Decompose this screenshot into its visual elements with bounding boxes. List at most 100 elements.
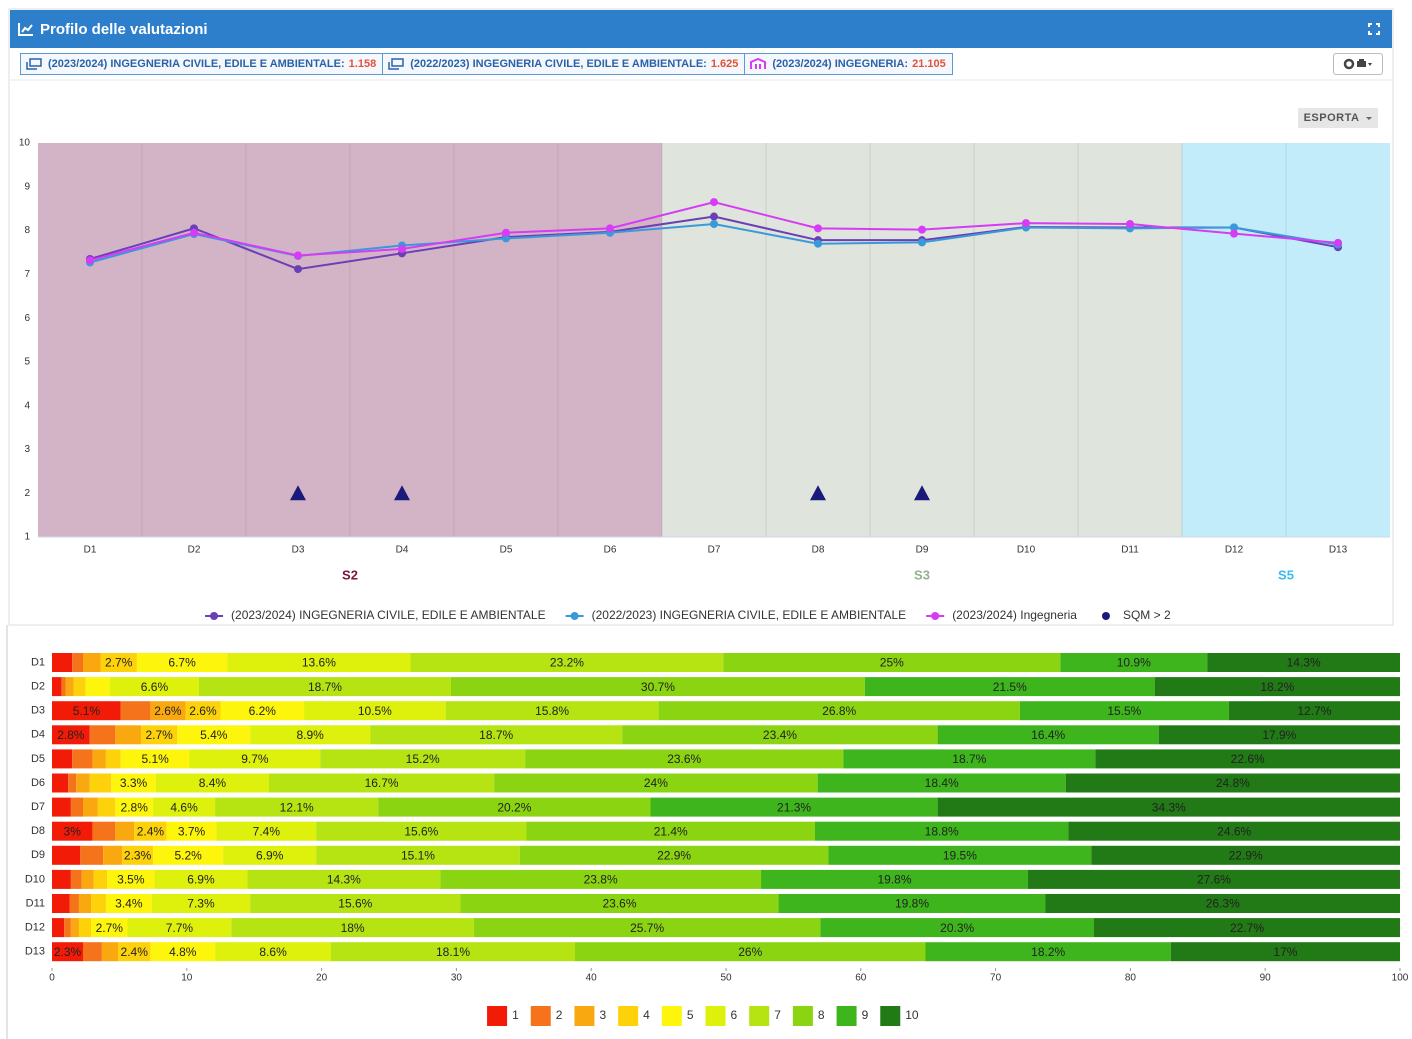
x-tick-label: D11 xyxy=(1121,545,1139,556)
bar-segment xyxy=(1154,677,1400,697)
export-button[interactable]: ESPORTA xyxy=(1298,108,1378,128)
value-label: 26.8% xyxy=(822,704,856,718)
bar-segment xyxy=(153,845,224,865)
y-tick-label: 5 xyxy=(24,357,30,368)
value-label: 2.7% xyxy=(105,656,133,670)
bar-segment xyxy=(105,749,121,769)
value-label: 23.4% xyxy=(763,728,797,742)
legend: 1 2 3 4 5 6 7 8 9 10 xyxy=(487,1006,919,1026)
bar-segment xyxy=(111,773,156,793)
bar-segment xyxy=(52,677,62,697)
tag-label: (2023/2024) INGEGNERIA CIVILE, EDILE E A… xyxy=(48,58,345,70)
series-point xyxy=(1022,219,1030,228)
value-label: 22.6% xyxy=(1231,752,1265,766)
value-label: 18.2% xyxy=(1031,945,1065,959)
filter-tag[interactable]: (2023/2024) INGEGNERIA CIVILE, EDILE E A… xyxy=(20,53,384,75)
row-label: D10 xyxy=(25,873,45,885)
bar-segment xyxy=(97,797,116,817)
bar-segment xyxy=(820,918,1095,938)
bar-segment xyxy=(85,677,110,697)
bar-segment xyxy=(52,869,71,889)
x-tick-label: D10 xyxy=(1017,545,1036,556)
bar-segment xyxy=(83,942,102,962)
bar-segment xyxy=(316,821,527,841)
value-label: 15.6% xyxy=(404,824,438,838)
bar-segment xyxy=(1060,653,1208,672)
band-label: S2 xyxy=(342,567,358,582)
value-label: 15.5% xyxy=(1107,704,1141,718)
x-tick-label: 100 xyxy=(1392,973,1409,984)
series-point xyxy=(710,198,718,207)
legend-marker xyxy=(1101,612,1110,620)
bar-segment xyxy=(91,894,106,913)
bar-segment xyxy=(118,942,151,962)
legend-swatch xyxy=(574,1006,595,1026)
value-label: 20.2% xyxy=(497,800,531,814)
tag-icon xyxy=(388,58,404,70)
bar-segment xyxy=(445,701,659,721)
value-label: 2.7% xyxy=(145,728,173,742)
legend-label: 10 xyxy=(905,1008,919,1022)
x-tick-label: D13 xyxy=(1329,545,1348,556)
value-label: 18.4% xyxy=(925,776,959,790)
bar-segment xyxy=(68,773,77,793)
value-label: 16.7% xyxy=(365,776,399,790)
value-label: 10.9% xyxy=(1117,656,1151,670)
bar-segment xyxy=(440,869,762,889)
y-tick-label: 10 xyxy=(19,138,31,149)
legend: (2023/2024) INGEGNERIA CIVILE, EDILE E A… xyxy=(205,608,1171,622)
row-label: D4 xyxy=(31,729,45,741)
x-tick-label: D4 xyxy=(396,545,409,556)
tag-label: (2023/2024) INGEGNERIA: xyxy=(772,58,909,70)
value-label: 23.8% xyxy=(584,873,618,887)
y-tick-label: 2 xyxy=(24,488,30,499)
bar-segment xyxy=(575,942,926,962)
filter-tag[interactable]: (2022/2023) INGEGNERIA CIVILE, EDILE E A… xyxy=(382,53,746,75)
series-point xyxy=(1334,238,1342,247)
value-label: 22.9% xyxy=(1229,848,1263,862)
bar-segment xyxy=(185,701,221,721)
legend-label: 3 xyxy=(599,1008,606,1022)
tag-label: (2022/2023) INGEGNERIA CIVILE, EDILE E A… xyxy=(410,58,707,70)
settings-button[interactable] xyxy=(1333,53,1383,75)
value-label: 7.7% xyxy=(166,921,194,935)
value-label: 18.7% xyxy=(479,728,513,742)
bar-segment xyxy=(1045,894,1400,913)
value-label: 19.8% xyxy=(895,897,929,911)
bar-segment xyxy=(937,797,1400,817)
bar-segment xyxy=(231,918,474,938)
row-label: D12 xyxy=(25,922,45,934)
series-point xyxy=(294,265,302,274)
expand-button[interactable] xyxy=(1368,23,1380,35)
value-label: 4.6% xyxy=(170,800,198,814)
bar-segment xyxy=(1027,869,1400,889)
value-label: 10.5% xyxy=(358,704,392,718)
value-label: 18.7% xyxy=(308,680,342,694)
series-point xyxy=(190,228,198,237)
legend-label: 9 xyxy=(862,1008,869,1022)
bar-segment xyxy=(331,942,576,962)
value-label: 34.3% xyxy=(1152,800,1186,814)
row-label: D7 xyxy=(31,801,45,813)
bar-segment xyxy=(151,894,251,913)
series-point xyxy=(502,234,510,243)
filter-tag[interactable]: (2023/2024) INGEGNERIA: 21.105 xyxy=(744,53,953,75)
bar-segment xyxy=(92,749,106,769)
legend-marker xyxy=(570,612,579,620)
bar-segment xyxy=(136,653,228,672)
value-label: 2.6% xyxy=(189,704,217,718)
bar-segment xyxy=(122,845,154,865)
value-label: 5.1% xyxy=(141,752,169,766)
value-label: 24.6% xyxy=(1217,824,1251,838)
sqm-marker xyxy=(914,485,930,501)
bar-segment xyxy=(250,725,371,745)
tag-icon xyxy=(26,58,42,70)
legend-swatch xyxy=(749,1006,770,1026)
panel-title: Profilo delle valutazioni xyxy=(40,20,208,38)
legend-swatch xyxy=(792,1006,813,1026)
bar-segment xyxy=(1207,653,1400,672)
legend-label: 1 xyxy=(512,1008,519,1022)
bar-segment xyxy=(1019,701,1229,721)
legend-swatch xyxy=(836,1006,857,1026)
bar-segment xyxy=(70,918,79,938)
